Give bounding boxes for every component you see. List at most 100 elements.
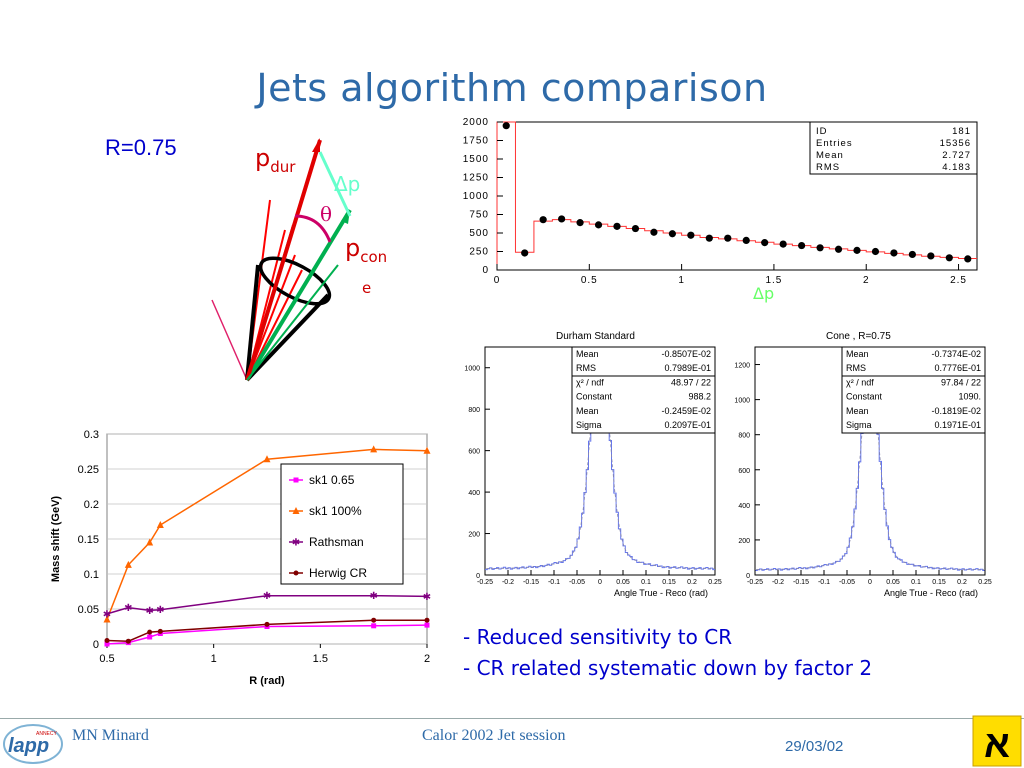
mass-y-tick-label: 0.2: [84, 499, 99, 511]
cone-stats-box: [841, 346, 986, 434]
histogram-stat-value: 181: [952, 126, 971, 137]
histogram-stats-box: [809, 121, 978, 175]
cone-y-tick-label: 800: [738, 433, 750, 440]
p-cone-subscript-2: e: [362, 279, 372, 297]
theta-label: θ: [320, 202, 333, 226]
mass-legend-marker: ✱: [292, 538, 300, 549]
mass-y-tick-label: 0.05: [78, 604, 99, 616]
histogram-stat-label: RMS: [816, 162, 840, 173]
diagram-line: [246, 264, 339, 381]
histogram-point: [853, 246, 861, 254]
cone-x-tick-label: 0.15: [932, 579, 946, 586]
mass-series-point: [147, 629, 153, 635]
cone-stat-value: 97.84 / 22: [941, 377, 981, 387]
mass-series-point: [424, 617, 430, 623]
durham-x-tick-label: 0.1: [641, 579, 651, 586]
p-cone-vector: [245, 208, 352, 382]
cone-x-tick-label: -0.1: [818, 579, 830, 586]
durham-x-tick-label: -0.25: [477, 579, 493, 586]
histogram-point: [521, 249, 529, 257]
mass-series-point: ✱: [145, 606, 153, 617]
cone-fit-line: [756, 371, 984, 570]
durham-title: Durham Standard: [556, 331, 635, 342]
mass-y-tick-label: 0.3: [84, 429, 99, 441]
cone-stat-label: Mean: [846, 349, 869, 359]
durham-stat-value: -0.8507E-02: [661, 349, 711, 359]
durham-histogram: Durham Standard 0 200 400 600 800 1000 -0.25 -0.…: [464, 331, 721, 598]
footer-session: Calor 2002 Jet session: [422, 727, 566, 744]
bullet-list: - Reduced sensitivity to CR - CR related…: [463, 622, 872, 684]
mass-series-point: [104, 641, 110, 647]
cone-x-tick-label: -0.25: [747, 579, 763, 586]
footer-divider: [0, 718, 1024, 719]
mass-series-point: [263, 455, 271, 463]
durham-y-tick-label: 0: [476, 573, 480, 580]
cone-x-label: Angle True - Reco (rad): [884, 588, 978, 598]
cone-x-tick-label: -0.2: [772, 579, 784, 586]
cone-x-tick-label: 0.1: [911, 579, 921, 586]
histogram-x-tick-label: 2: [863, 275, 870, 286]
p-dur-subscript: dur: [270, 157, 296, 176]
jet-lines: [211, 138, 352, 382]
histogram-y-tick-label: 2000: [463, 118, 489, 128]
histogram-x-tick-label: 0: [494, 275, 501, 286]
r-label: R=0.75: [105, 135, 177, 160]
cone-stat-label: Mean: [846, 406, 869, 416]
cone-x-tick-label: -0.05: [839, 579, 855, 586]
p-dur-symbol: p: [255, 144, 271, 172]
histogram-point: [742, 236, 750, 244]
histogram-y-tick-label: 750: [469, 210, 489, 221]
mass-series-point: [370, 445, 378, 453]
durham-y-tick-label: 1000: [464, 366, 480, 373]
histogram-point: [705, 234, 713, 242]
cone-ellipse: [258, 256, 332, 306]
cone-title: Cone , R=0.75: [826, 331, 891, 342]
histogram-y-tick-label: 1750: [463, 136, 489, 147]
mass-series-point: [371, 623, 377, 629]
durham-x-tick-label: -0.15: [523, 579, 539, 586]
bullet-item: - Reduced sensitivity to CR: [463, 625, 733, 649]
histogram-y-tick-label: 500: [469, 228, 489, 239]
durham-stat-label: Sigma: [576, 420, 602, 430]
histogram-y-tick-label: 1250: [463, 173, 489, 184]
histogram-x-tick-label: 1.5: [765, 275, 782, 286]
durham-stats-box: [571, 346, 716, 434]
durham-x-tick-label: 0.2: [687, 579, 697, 586]
durham-stat-value: 0.7989E-01: [664, 363, 711, 373]
histogram-point: [964, 255, 972, 263]
histogram-x-tick-label: 0.5: [581, 275, 598, 286]
histogram-point: [927, 252, 935, 260]
mass-legend-label: Rathsman: [309, 535, 364, 549]
durham-y-tick-label: 800: [468, 407, 480, 414]
histogram-stat-value: 4.183: [942, 162, 971, 173]
p-dur-vector: [245, 139, 322, 381]
mass-y-label: Mass shift (GeV): [50, 496, 62, 583]
mass-series-point: [371, 617, 377, 623]
mass-legend-label: sk1 100%: [309, 504, 362, 518]
histogram-point: [779, 240, 787, 248]
histogram-point: [816, 244, 824, 252]
aleph-logo: א: [972, 715, 1022, 767]
mass-series-point: [125, 638, 131, 644]
cone-x-tick-label: -0.15: [793, 579, 809, 586]
durham-stat-value: 0.2097E-01: [664, 420, 711, 430]
histogram-point: [724, 234, 732, 242]
histogram-stat-label: ID: [816, 126, 828, 137]
histogram-point: [576, 219, 584, 227]
mass-series-point: [423, 446, 431, 454]
histogram-point: [631, 224, 640, 233]
mass-series-point: [124, 560, 132, 568]
cone-edge: [245, 293, 330, 382]
p-dur-label: pdur: [255, 144, 295, 176]
histogram-point: [798, 241, 806, 250]
lapp-logo-small-text: ANNECY: [36, 731, 58, 737]
mass-series-point: [157, 628, 163, 634]
cone-x-tick-label: 0.05: [886, 579, 900, 586]
durham-stat-value: 988.2: [688, 392, 711, 402]
histogram-point: [650, 228, 658, 236]
durham-x-tick-label: 0.15: [662, 579, 676, 586]
durham-stat-label: χ² / ndf: [576, 377, 604, 387]
mass-legend-label: sk1 0.65: [309, 473, 355, 487]
mass-x-tick-label: 0.5: [99, 653, 114, 665]
durham-x-tick-label: 0: [598, 579, 602, 586]
